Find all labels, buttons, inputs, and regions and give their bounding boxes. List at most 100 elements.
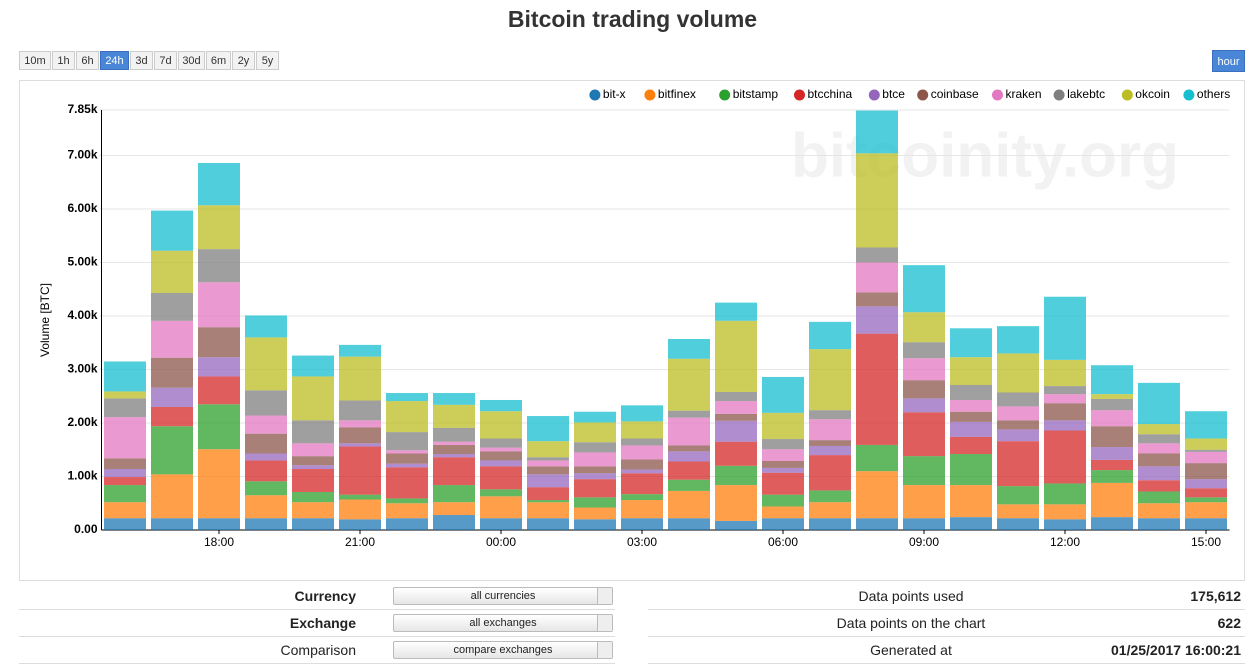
x-tick-label: 21:00 [345, 535, 375, 549]
bar-segment [1185, 479, 1227, 489]
bar-segment [527, 518, 569, 530]
form-select[interactable]: all exchanges [393, 614, 613, 632]
bar-segment [104, 458, 146, 470]
bar-segment [104, 391, 146, 399]
form-select[interactable]: compare exchanges [393, 641, 613, 659]
bar-segment [480, 460, 522, 467]
range-button[interactable]: 30d [178, 51, 205, 70]
bar-segment [339, 400, 381, 421]
bar-segment [1138, 466, 1180, 481]
bar-segment [433, 393, 475, 405]
legend-swatch [992, 89, 1003, 101]
bar-segment [950, 328, 992, 358]
bar-segment [1091, 365, 1133, 395]
bar-segment [762, 494, 804, 507]
bar-segment [104, 477, 146, 486]
y-tick-label: 4.00k [67, 308, 97, 322]
bar-segment [433, 404, 475, 428]
y-tick-label: 2.00k [67, 415, 97, 429]
chart: bitcoinity.org Volume [BTC] 0.001.00k2.0… [19, 80, 1245, 581]
x-tick-label: 03:00 [627, 535, 657, 549]
range-button[interactable]: 1h [52, 51, 75, 70]
bar-segment [715, 520, 757, 530]
bar-segment [762, 460, 804, 468]
bar-segment [151, 474, 193, 519]
bar-segment [1044, 430, 1086, 484]
bar-segment [950, 436, 992, 455]
bar-segment [856, 110, 898, 154]
bar-segment [574, 442, 616, 453]
bar-segment [715, 485, 757, 521]
bar-segment [339, 420, 381, 428]
range-button[interactable]: 6h [76, 51, 99, 70]
range-button[interactable]: 10m [19, 51, 51, 70]
bar-segment [151, 518, 193, 530]
bar-segment [339, 443, 381, 447]
bar-segment [574, 422, 616, 443]
bar-segment [198, 205, 240, 250]
bar-segment [245, 495, 287, 519]
bar-segment [809, 446, 851, 456]
bar-segment [809, 502, 851, 519]
bar-segment [856, 333, 898, 445]
interval-button[interactable]: hour [1212, 50, 1245, 72]
bar-segment [1091, 517, 1133, 530]
range-button[interactable]: 5y [256, 51, 279, 70]
bar-segment [433, 457, 475, 486]
form-row: Currency all currencies [19, 583, 615, 610]
bar-segment [903, 412, 945, 457]
range-button[interactable]: 7d [154, 51, 177, 70]
bar-segment [903, 358, 945, 381]
bar-segment [809, 410, 851, 420]
bar-segment [245, 315, 287, 338]
range-button[interactable]: 6m [206, 51, 231, 70]
bar-segment [856, 444, 898, 472]
bar-segment [762, 506, 804, 519]
bar-segment [668, 479, 710, 491]
bar-segment [245, 415, 287, 434]
bar-segment [339, 427, 381, 444]
bar-segment [950, 357, 992, 386]
bar-segment [198, 282, 240, 328]
range-button[interactable]: 24h [100, 51, 129, 70]
legend-swatch [589, 89, 601, 101]
form-row: Exchange all exchanges [19, 610, 615, 637]
bar-segment [1044, 504, 1086, 520]
bar-segment [1185, 463, 1227, 480]
legend-swatch [794, 89, 805, 101]
bar-segment [997, 392, 1039, 407]
bar-segment [1138, 382, 1180, 425]
form-select[interactable]: all currencies [393, 587, 613, 605]
bar-segment [527, 474, 569, 488]
bar-segment [1044, 359, 1086, 387]
range-button[interactable]: 2y [232, 51, 255, 70]
chart-frame [19, 80, 1245, 581]
bar-segment [198, 449, 240, 519]
bar-segment [621, 438, 663, 446]
bar-segment [1091, 447, 1133, 460]
bar-segment [480, 451, 522, 461]
bar-segment [715, 420, 757, 442]
bar-segment [809, 349, 851, 411]
bar-segment [151, 250, 193, 293]
bar-segment [856, 306, 898, 334]
bar-segment [386, 463, 428, 468]
bar-segment [1185, 449, 1227, 452]
bar-segment [386, 401, 428, 433]
bar-segment [1138, 518, 1180, 530]
form-label: Currency [294, 588, 356, 604]
x-tick-label: 00:00 [486, 535, 516, 549]
bar-segment [950, 411, 992, 422]
bar-segment [1091, 482, 1133, 518]
legend-label: bitstamp [733, 87, 779, 101]
bar-segment [1091, 394, 1133, 399]
bar-segment [245, 390, 287, 416]
range-button[interactable]: 3d [130, 51, 153, 70]
bar-segment [104, 485, 146, 503]
bar-segment [245, 460, 287, 482]
bar-segment [480, 438, 522, 448]
bar-segment [433, 444, 475, 455]
bar-segment [1138, 503, 1180, 519]
bar-segment [997, 429, 1039, 442]
bar-segment [386, 518, 428, 530]
